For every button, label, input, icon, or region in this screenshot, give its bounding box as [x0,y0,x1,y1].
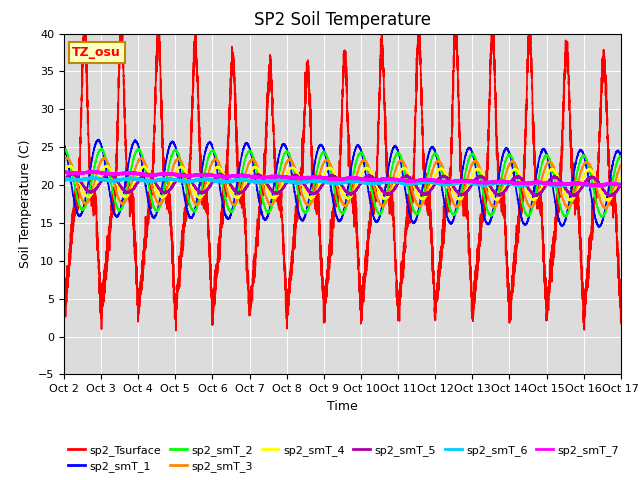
sp2_smT_4 [250,166,257,172]
Line: sp2_smT_6: sp2_smT_6 [64,177,621,187]
sp2_Tsurface [483,170,491,176]
Text: TZ_osu: TZ_osu [72,46,121,59]
Line: sp2_smT_3: sp2_smT_3 [64,157,621,208]
sp2_smT_1 [60,142,68,147]
sp2_smT_3 [60,157,68,163]
sp2_smT_7 [483,180,491,186]
sp2_smT_4 [65,163,73,168]
sp2_smT_2 [617,154,625,160]
sp2_smT_7 [595,183,602,189]
Line: sp2_smT_1: sp2_smT_1 [64,140,621,227]
sp2_smT_2 [250,154,257,159]
sp2_smT_4 [60,169,68,175]
sp2_smT_5 [594,179,602,184]
sp2_smT_7 [617,182,625,188]
sp2_smT_3 [594,187,602,193]
sp2_smT_1 [594,222,602,228]
sp2_Tsurface [60,298,68,304]
Legend: sp2_Tsurface, sp2_smT_1, sp2_smT_2, sp2_smT_3, sp2_smT_4, sp2_smT_5, sp2_smT_6, : sp2_Tsurface, sp2_smT_1, sp2_smT_2, sp2_… [64,440,623,477]
sp2_smT_6 [587,183,595,189]
sp2_smT_2 [467,152,475,158]
sp2_smT_3 [100,155,108,160]
sp2_smT_4 [483,180,491,186]
sp2_Tsurface [324,278,332,284]
sp2_Tsurface [617,321,625,326]
sp2_smT_2 [587,171,595,177]
sp2_smT_2 [598,214,605,220]
sp2_smT_2 [594,205,602,211]
sp2_Tsurface [594,179,602,184]
sp2_smT_4 [324,166,332,172]
sp2_Tsurface [467,278,475,284]
sp2_smT_7 [86,168,94,174]
sp2_smT_2 [324,156,332,161]
sp2_Tsurface [587,240,595,245]
sp2_smT_2 [483,205,491,211]
sp2_Tsurface [117,11,125,17]
Title: SP2 Soil Temperature: SP2 Soil Temperature [254,11,431,29]
sp2_smT_5 [68,170,76,176]
sp2_smT_6 [60,176,68,182]
Line: sp2_smT_4: sp2_smT_4 [64,166,621,201]
sp2_smT_5 [60,178,68,183]
sp2_smT_6 [594,183,602,189]
sp2_smT_7 [467,178,475,184]
sp2_smT_1 [95,137,102,143]
sp2_smT_7 [60,169,68,175]
sp2_smT_4 [605,198,612,204]
sp2_smT_6 [483,182,491,188]
sp2_smT_2 [60,146,68,152]
sp2_smT_7 [250,174,257,180]
sp2_smT_6 [467,180,475,186]
sp2_Tsurface [250,271,257,276]
sp2_smT_6 [127,174,135,180]
sp2_smT_6 [250,179,257,184]
Line: sp2_Tsurface: sp2_Tsurface [64,14,621,331]
sp2_smT_1 [617,153,625,159]
Y-axis label: Soil Temperature (C): Soil Temperature (C) [19,140,33,268]
sp2_smT_3 [617,162,625,168]
sp2_smT_7 [594,183,602,189]
sp2_smT_5 [605,193,612,199]
X-axis label: Time: Time [327,400,358,413]
Line: sp2_smT_7: sp2_smT_7 [64,171,621,186]
sp2_smT_1 [483,220,491,226]
sp2_smT_5 [324,176,332,181]
sp2_smT_3 [587,164,595,170]
sp2_smT_7 [587,182,595,188]
sp2_smT_1 [587,189,595,195]
sp2_smT_1 [324,164,332,169]
sp2_smT_3 [324,157,332,163]
sp2_smT_5 [467,183,475,189]
sp2_smT_1 [250,162,257,168]
sp2_smT_3 [467,163,475,169]
sp2_smT_4 [467,175,475,181]
sp2_smT_1 [467,147,475,153]
sp2_smT_6 [617,182,625,188]
sp2_smT_6 [591,184,598,190]
sp2_smT_7 [324,176,332,181]
sp2_smT_2 [60,145,68,151]
sp2_smT_3 [483,189,491,195]
sp2_smT_5 [617,182,625,188]
sp2_smT_5 [587,175,595,181]
Line: sp2_smT_2: sp2_smT_2 [64,148,621,217]
sp2_smT_4 [587,167,595,173]
sp2_smT_3 [602,205,609,211]
sp2_smT_6 [324,180,332,186]
sp2_smT_3 [250,157,257,163]
sp2_smT_1 [595,224,603,230]
sp2_smT_4 [594,180,602,185]
sp2_smT_5 [483,178,491,184]
sp2_Tsurface [172,328,180,334]
sp2_smT_4 [617,174,625,180]
sp2_smT_5 [250,175,257,181]
Line: sp2_smT_5: sp2_smT_5 [64,173,621,196]
